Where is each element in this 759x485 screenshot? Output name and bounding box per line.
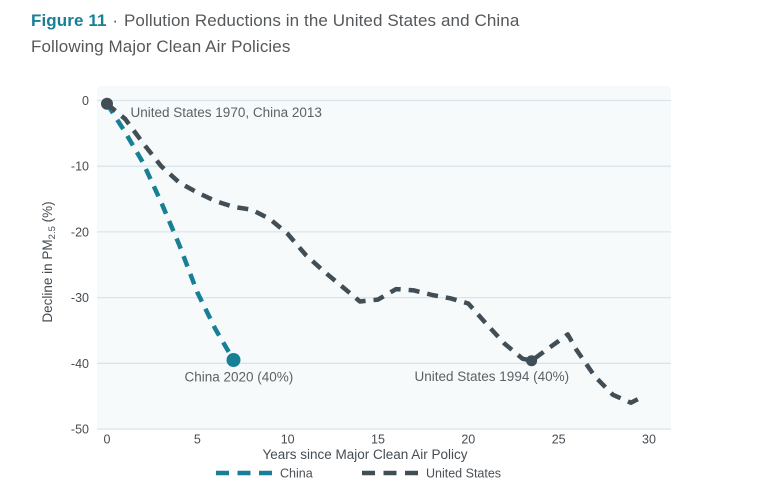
title-separator: · — [112, 11, 119, 30]
legend-label-united-states: United States — [426, 467, 501, 481]
y-tick-label: -30 — [71, 291, 89, 305]
x-tick-label: 15 — [371, 433, 385, 447]
y-tick-label: -20 — [71, 225, 89, 239]
x-tick-label: 20 — [461, 433, 475, 447]
data-point-marker-united-states — [526, 355, 538, 367]
figure-number: Figure 11 — [31, 11, 107, 30]
x-axis-tick-labels: 0 5 10 15 20 25 30 — [104, 433, 656, 447]
y-axis-label-main: Decline in PM — [40, 239, 55, 322]
annotation-label: United States 1970, China 2013 — [131, 105, 322, 120]
y-tick-label: -10 — [71, 160, 89, 174]
chart-annotations: United States 1970, China 2013 China 2020… — [131, 105, 570, 385]
series-line-united-states — [105, 102, 642, 405]
legend-label-china: China — [280, 467, 313, 481]
x-tick-label: 30 — [642, 433, 656, 447]
x-tick-label: 0 — [104, 433, 111, 447]
x-tick-label: 10 — [281, 433, 295, 447]
series-lines — [105, 102, 642, 405]
x-tick-label: 25 — [552, 433, 566, 447]
figure-title: Figure 11 · Pollution Reductions in the … — [31, 8, 583, 60]
data-point-markers — [101, 97, 538, 367]
y-axis-label-subscript: 2.5 — [47, 226, 58, 239]
x-axis-label: Years since Major Clean Air Policy — [262, 447, 467, 462]
plot-area — [97, 86, 671, 429]
figure-title-text: Pollution Reductions in the United State… — [31, 11, 520, 56]
y-axis-tick-labels: 0 -10 -20 -30 -40 -50 — [71, 94, 89, 437]
data-point-marker-united-states — [101, 97, 113, 110]
y-tick-label: -50 — [71, 423, 89, 437]
y-tick-label: -40 — [71, 357, 89, 371]
series-line-china — [105, 102, 236, 362]
chart-legend: China United States — [216, 467, 501, 481]
data-point-marker-china — [226, 353, 241, 367]
x-tick-label: 5 — [194, 433, 201, 447]
y-tick-label: 0 — [82, 94, 89, 108]
y-axis-label: Decline in PM2.5 (%) — [40, 201, 58, 322]
annotation-label: China 2020 (40%) — [184, 370, 293, 385]
gridlines — [97, 99, 671, 430]
annotation-label: United States 1994 (40%) — [415, 369, 570, 384]
y-axis-label-unit: (%) — [40, 201, 55, 226]
